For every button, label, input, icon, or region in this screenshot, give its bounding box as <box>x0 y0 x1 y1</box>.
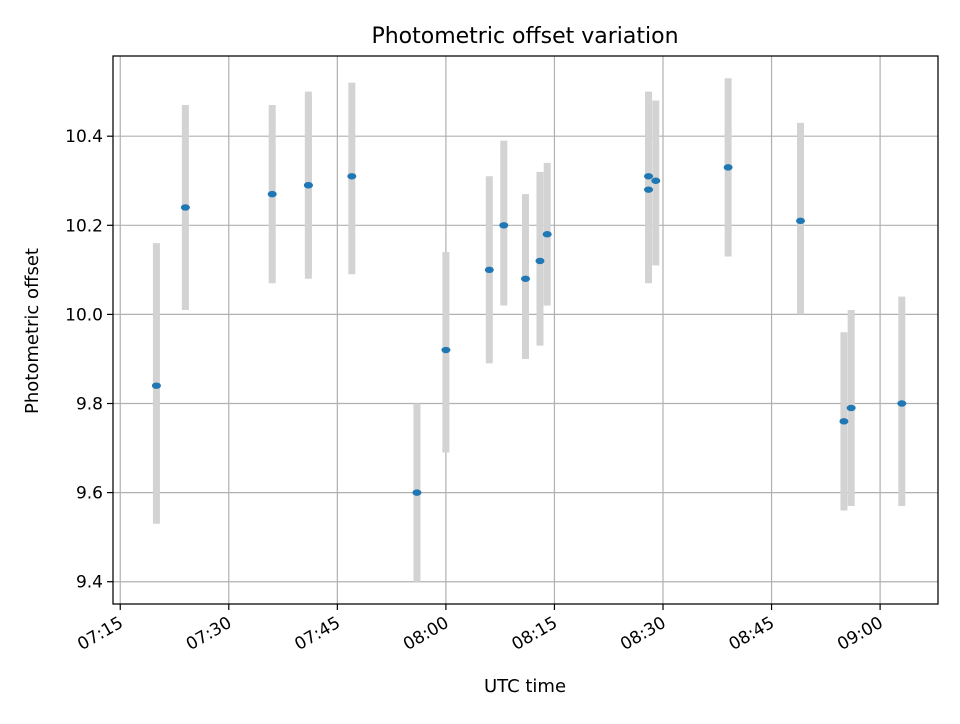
data-point <box>347 173 357 180</box>
x-tick-label: 08:45 <box>726 613 778 655</box>
data-point <box>303 182 313 189</box>
data-point <box>846 404 856 412</box>
plot-frame <box>112 55 939 605</box>
x-axis-label: UTC time <box>484 676 566 697</box>
x-tick-label: 08:30 <box>617 613 669 655</box>
y-tick-label: 9.8 <box>76 395 103 415</box>
data-point <box>644 186 654 193</box>
x-tick-label: 08:15 <box>509 613 561 655</box>
data-point <box>542 231 552 238</box>
data-point <box>535 257 545 265</box>
data-points <box>151 164 907 496</box>
y-tick-label: 10.4 <box>65 127 103 147</box>
data-point <box>412 489 422 496</box>
x-tick-label: 09:00 <box>834 613 886 655</box>
data-point <box>267 190 277 198</box>
data-point <box>796 217 805 225</box>
chart-title: Photometric offset variation <box>371 24 678 49</box>
x-axis-ticks: 07:15 07:30 07:45 08:00 08:15 08:30 08:45 09:00 <box>74 604 887 655</box>
x-tick-label: 07:30 <box>183 613 235 655</box>
data-point <box>651 177 661 184</box>
x-tick-label: 07:15 <box>74 613 126 655</box>
data-point <box>180 204 190 211</box>
data-point <box>484 266 494 274</box>
data-point <box>151 382 161 389</box>
data-point <box>839 418 849 425</box>
data-point <box>521 275 530 282</box>
y-tick-label: 9.6 <box>76 484 103 504</box>
x-tick-label: 07:45 <box>291 613 343 655</box>
y-tick-label: 10.2 <box>65 216 103 236</box>
y-tick-label: 10.0 <box>65 305 103 325</box>
data-point <box>723 164 733 171</box>
data-point <box>499 222 509 229</box>
error-bars <box>152 78 906 582</box>
y-axis-ticks: 9.4 9.6 9.8 10.0 10.2 10.4 <box>65 127 113 593</box>
x-tick-label: 08:00 <box>400 613 452 655</box>
y-tick-label: 9.4 <box>76 573 103 593</box>
y-axis-label: Photometric offset <box>22 248 43 414</box>
data-point <box>897 400 907 407</box>
data-point <box>441 346 451 354</box>
data-point <box>644 173 654 180</box>
